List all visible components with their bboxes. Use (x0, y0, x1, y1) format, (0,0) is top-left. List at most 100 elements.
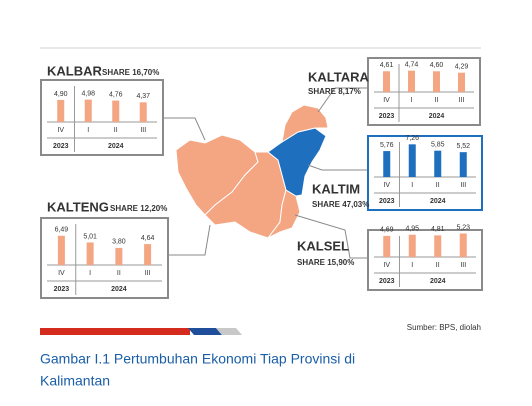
kaltara-region (281, 104, 329, 144)
chart-title: KALTENG (47, 199, 109, 214)
category-label: II (117, 270, 121, 277)
value-label: 5,52 (456, 143, 470, 150)
group-label: 2023 (379, 113, 395, 120)
bar (459, 152, 467, 177)
bar (408, 70, 415, 92)
chart-subtitle: SHARE 12,20% (110, 204, 167, 213)
category-label: I (411, 97, 413, 104)
bar (434, 235, 442, 257)
mini-chart: KALSEL SHARE 15,90% 4,69 IV 4,95 I 4,81 II 5,23 I… (297, 224, 483, 291)
chart-subtitle: SHARE 16,70% (102, 68, 159, 77)
bar (84, 99, 92, 122)
bar (139, 102, 147, 122)
bar (459, 233, 467, 257)
category-label: IV (383, 97, 390, 104)
value-label: 4,29 (455, 64, 469, 71)
bar (434, 150, 442, 177)
category-label: III (140, 127, 146, 134)
value-label: 5,76 (380, 142, 394, 149)
category-label: III (459, 97, 465, 104)
category-label: III (460, 262, 466, 269)
category-label: I (89, 270, 91, 277)
leader-line (317, 87, 368, 113)
value-label: 4,69 (380, 227, 394, 234)
value-label: 4,74 (405, 62, 419, 69)
bar (383, 235, 391, 257)
chart-subtitle: SHARE 8,17% (308, 87, 361, 96)
bar (57, 99, 65, 122)
value-label: 4,64 (141, 235, 155, 242)
group-label: 2023 (54, 286, 70, 293)
category-label: I (411, 262, 413, 269)
category-label: I (87, 127, 89, 134)
category-label: II (114, 127, 118, 134)
mini-chart: KALTARA SHARE 8,17% 4,61 IV 4,74 I 4,60 II 4,29 I… (308, 57, 481, 126)
group-label: 2024 (429, 113, 445, 120)
value-label: 7,26 (405, 135, 419, 142)
footer-stripe (40, 328, 242, 335)
category-label: II (435, 97, 439, 104)
bar (57, 235, 65, 265)
value-label: 5,01 (83, 233, 97, 240)
category-label: IV (383, 182, 390, 189)
value-label: 3,80 (112, 239, 126, 246)
map (163, 87, 368, 259)
value-label: 4,61 (380, 62, 394, 69)
chart-title: KALTIM (312, 181, 360, 196)
category-label: III (145, 270, 151, 277)
chart-subtitle: SHARE 47,03% (312, 200, 369, 209)
value-label: 4,37 (136, 93, 150, 100)
bar (112, 100, 120, 122)
category-label: II (436, 262, 440, 269)
value-label: 5,23 (456, 224, 470, 231)
source: Sumber: BPS, diolah (407, 323, 481, 332)
chart-title: KALSEL (297, 238, 349, 253)
value-label: 4,90 (54, 91, 68, 98)
leader-line (294, 214, 368, 259)
group-label: 2024 (430, 278, 446, 285)
category-label: II (436, 182, 440, 189)
mini-chart: KALTENG SHARE 12,20% 6,49 IV 5,01 I 3,80 II 4,64… (40, 199, 169, 299)
category-label: IV (383, 262, 390, 269)
bar (115, 247, 123, 265)
value-label: 6,49 (55, 227, 69, 234)
leader-line (307, 164, 368, 171)
value-label: 4,76 (109, 91, 123, 98)
category-label: I (411, 182, 413, 189)
leader-line (163, 117, 206, 141)
leader-line (168, 224, 211, 256)
stripe-blue (188, 328, 222, 335)
value-label: 4,98 (81, 90, 95, 97)
stripe-red (40, 328, 190, 335)
bar (86, 242, 94, 265)
bar (458, 72, 465, 92)
mini-chart: KALBAR SHARE 16,70% 4,90 IV 4,98 I 4,76 II 4,37 I… (40, 63, 164, 156)
bar (433, 71, 440, 92)
value-label: 4,60 (430, 62, 444, 69)
chart-subtitle: SHARE 15,90% (297, 258, 354, 267)
mini-chart: KALTIM SHARE 47,03% 5,76 IV 7,26 I 5,85 II 5,52 I… (312, 135, 483, 211)
group-label: 2024 (430, 198, 446, 205)
value-label: 5,85 (431, 142, 445, 149)
group-label: 2024 (108, 143, 124, 150)
category-label: IV (57, 127, 64, 134)
group-label: 2024 (111, 286, 127, 293)
bar (408, 144, 416, 177)
category-label: IV (58, 270, 65, 277)
bar (383, 151, 391, 177)
chart-title: KALBAR (47, 63, 102, 78)
group-label: 2023 (53, 143, 69, 150)
chart-title: KALTARA (308, 69, 370, 84)
value-label: 4,81 (431, 226, 445, 233)
stripe-gray (216, 328, 242, 335)
caption: Kalimantan (40, 373, 110, 389)
bar (383, 71, 390, 92)
value-label: 4,95 (405, 226, 419, 233)
bar (408, 234, 416, 257)
caption: Gambar I.1 Pertumbuhan Ekonomi Tiap Prov… (40, 351, 355, 367)
bar (144, 244, 152, 265)
group-label: 2023 (379, 198, 395, 205)
category-label: III (460, 182, 466, 189)
